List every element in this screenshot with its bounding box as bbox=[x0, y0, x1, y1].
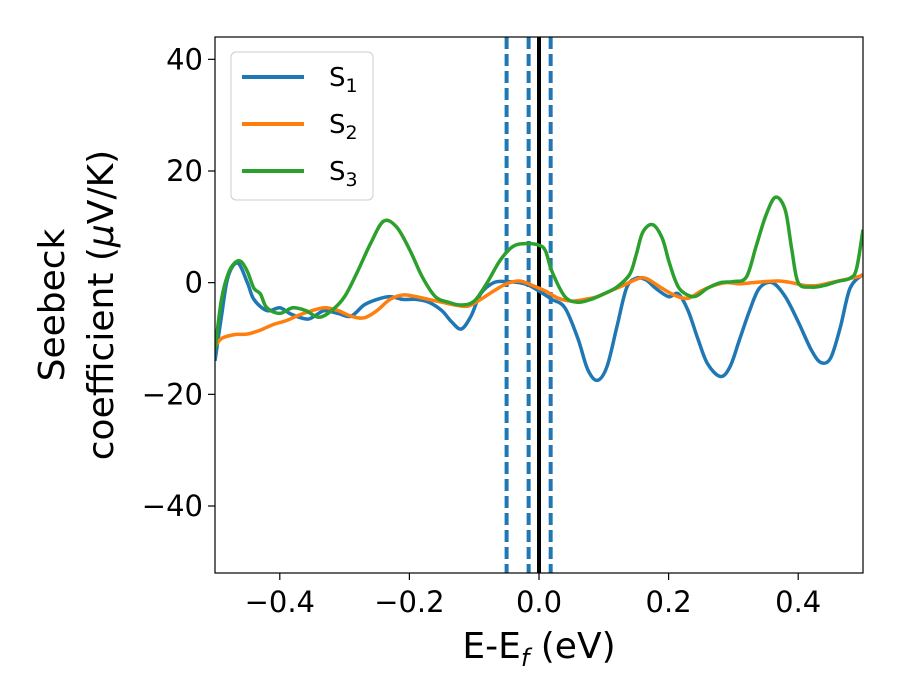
x-axis-label: E-Ef (eV) bbox=[462, 626, 615, 672]
x-tick-label: 0.0 bbox=[516, 585, 562, 619]
axis-ticks: −0.4 −0.2 0.0 0.2 0.4 −40 −20 0 20 40 bbox=[142, 42, 821, 619]
legend-label-main: S bbox=[329, 110, 346, 140]
x-tick-label: 0.4 bbox=[775, 585, 821, 619]
y-tick-label: 40 bbox=[166, 42, 203, 76]
series-lines bbox=[215, 195, 863, 383]
series-line-s2 bbox=[215, 273, 863, 348]
legend-label-sub: 2 bbox=[346, 122, 358, 144]
legend-label-s2: S2 bbox=[329, 110, 358, 144]
x-tick-label: 0.2 bbox=[646, 585, 692, 619]
x-tick-label: −0.2 bbox=[374, 585, 444, 619]
legend-label-main: S bbox=[329, 63, 346, 93]
y-axis-label-line1: Seebeck bbox=[32, 228, 73, 381]
series-line-s1 bbox=[215, 261, 863, 383]
x-axis-label-rest: (eV) bbox=[529, 626, 615, 667]
legend-label-s3: S3 bbox=[329, 157, 358, 191]
y-axis-label-post: V/K) bbox=[81, 150, 122, 224]
y-tick-label: −40 bbox=[142, 489, 203, 523]
series-line-s3 bbox=[215, 195, 863, 350]
x-tick-label: −0.4 bbox=[245, 585, 315, 619]
legend-label-sub: 3 bbox=[346, 169, 358, 191]
vertical-reference-lines bbox=[504, 37, 553, 573]
y-axis-label-line2: coefficient (μV/K) bbox=[81, 150, 122, 460]
x-axis-label-main: E-E bbox=[462, 626, 520, 667]
legend-label-main: S bbox=[329, 157, 346, 187]
legend-label-sub: 1 bbox=[346, 75, 358, 97]
y-tick-label: 0 bbox=[185, 266, 203, 300]
y-axis-label-mu: μ bbox=[81, 224, 122, 248]
y-tick-label: −20 bbox=[142, 377, 203, 411]
legend-label-s1: S1 bbox=[329, 63, 358, 97]
y-axis-label-pre: coefficient ( bbox=[81, 247, 122, 460]
y-tick-label: 20 bbox=[166, 154, 203, 188]
